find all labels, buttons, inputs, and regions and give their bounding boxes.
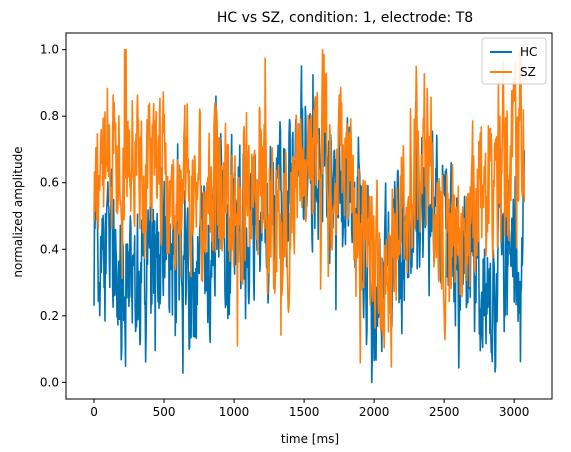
axes-frame [65, 32, 553, 400]
x-tick-label: 500 [153, 405, 176, 419]
x-tick-label: 1000 [219, 405, 250, 419]
y-tick-label: 0.8 [40, 109, 59, 123]
series-layer [93, 48, 526, 384]
y-tick-label: 1.0 [40, 43, 59, 57]
chart-title: HC vs SZ, condition: 1, electrode: T8 [217, 10, 473, 26]
x-axis-label: time [ms] [281, 432, 339, 446]
plot-area: 0 500 1000 1500 2000 2500 3000 0.0 0.2 0.4 0.6 0.8… [40, 32, 553, 419]
legend: HC SZ [481, 37, 547, 85]
y-tick-label: 0.4 [40, 242, 59, 256]
legend-label-hc: HC [520, 45, 537, 59]
x-tick-label: 0 [90, 405, 98, 419]
y-axis-label: normalized amplitude [11, 146, 25, 277]
y-axis-ticks: 0.0 0.2 0.4 0.6 0.8 1.0 [40, 43, 66, 389]
x-tick-label: 1500 [289, 405, 320, 419]
y-tick-label: 0.2 [40, 309, 59, 323]
series-line-sz [93, 48, 526, 368]
y-tick-label: 0.6 [40, 176, 59, 190]
x-tick-label: 2000 [359, 405, 390, 419]
legend-label-sz: SZ [520, 65, 536, 79]
x-tick-label: 2500 [429, 405, 460, 419]
x-tick-label: 3000 [499, 405, 530, 419]
y-tick-label: 0.0 [40, 375, 59, 389]
x-axis-ticks: 0 500 1000 1500 2000 2500 3000 [90, 399, 529, 419]
